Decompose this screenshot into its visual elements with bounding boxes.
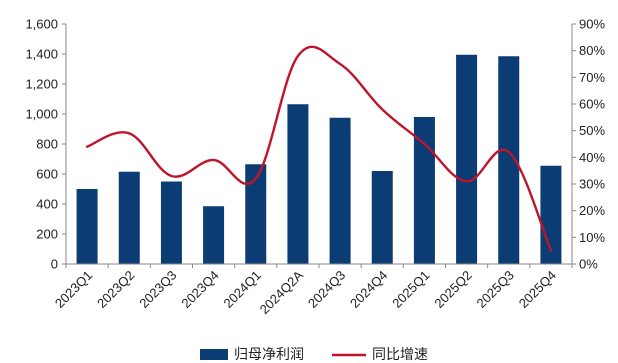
- right-y-tick-label: 20%: [579, 203, 605, 218]
- x-category-label: 2025Q1: [389, 268, 432, 311]
- left-y-tick-label: 1,000: [25, 107, 58, 122]
- bar-2023Q1: [76, 189, 98, 264]
- legend-bar-label: 归母净利润: [234, 346, 304, 363]
- bar-2025Q1: [413, 117, 435, 264]
- x-category-label: 2023Q4: [178, 268, 221, 311]
- right-y-tick-label: 10%: [579, 230, 605, 245]
- x-category-label: 2023Q1: [52, 268, 95, 311]
- left-y-tick-label: 600: [36, 167, 58, 182]
- bar-2024Q4: [371, 171, 393, 264]
- legend-line-label: 同比增速: [372, 347, 428, 363]
- left-y-tick-label: 200: [36, 227, 58, 242]
- right-y-tick-label: 0%: [579, 257, 598, 272]
- x-category-label: 2023Q3: [136, 268, 179, 311]
- bar-2023Q3: [160, 181, 182, 264]
- legend-bar-swatch: [200, 349, 228, 360]
- bar-2025Q2: [456, 54, 478, 264]
- bar-2025Q3: [498, 56, 520, 264]
- x-category-label: 2024Q3: [305, 268, 348, 311]
- bar-series-layer: [76, 54, 562, 264]
- left-y-tick-label: 0: [51, 257, 58, 272]
- left-y-tick-label: 1,200: [25, 77, 58, 92]
- right-y-tick-label: 50%: [579, 123, 605, 138]
- bar-2023Q4: [203, 206, 225, 264]
- bar-2024Q1: [245, 164, 267, 264]
- bar-2024Q2A: [287, 104, 309, 264]
- left-y-tick-label: 400: [36, 197, 58, 212]
- right-y-tick-label: 40%: [579, 150, 605, 165]
- legend: 归母净利润 同比增速: [200, 346, 428, 363]
- right-y-tick-label: 80%: [579, 43, 605, 58]
- right-y-tick-label: 70%: [579, 70, 605, 85]
- bar-2023Q2: [118, 171, 140, 264]
- x-category-label: 2023Q2: [94, 268, 137, 311]
- x-category-label: 2025Q2: [431, 268, 474, 311]
- right-y-tick-label: 30%: [579, 177, 605, 192]
- right-y-tick-label: 60%: [579, 97, 605, 112]
- right-y-tick-label: 90%: [579, 17, 605, 32]
- left-y-tick-label: 1,600: [25, 17, 58, 32]
- left-y-tick-label: 800: [36, 137, 58, 152]
- x-category-label: 2024Q4: [347, 268, 390, 311]
- axes-layer: [62, 23, 576, 268]
- left-y-tick-label: 1,400: [25, 47, 58, 62]
- x-category-label: 2025Q3: [474, 268, 517, 311]
- x-category-label: 2025Q4: [516, 268, 559, 311]
- growth-rate-line: [85, 45, 553, 252]
- x-category-label: 2024Q2A: [257, 267, 307, 317]
- line-series-layer: [85, 45, 553, 252]
- bar-2024Q3: [329, 117, 351, 264]
